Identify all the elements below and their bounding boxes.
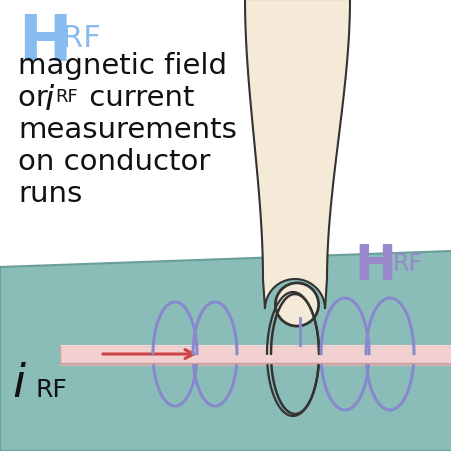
Text: $\mathit{i}$: $\mathit{i}$	[12, 361, 27, 406]
Text: $\mathit{i}$: $\mathit{i}$	[44, 84, 55, 117]
Text: runs: runs	[18, 179, 82, 207]
Text: magnetic field: magnetic field	[18, 52, 226, 80]
Text: measurements: measurements	[18, 116, 236, 144]
Text: $\mathbf{H}$: $\mathbf{H}$	[353, 241, 392, 290]
Text: RF: RF	[62, 24, 101, 53]
Polygon shape	[60, 345, 451, 363]
Polygon shape	[244, 0, 349, 309]
Text: on conductor: on conductor	[18, 147, 210, 175]
Polygon shape	[0, 252, 451, 451]
Polygon shape	[60, 346, 451, 366]
Text: or: or	[18, 84, 57, 112]
Text: $\mathbf{H}$: $\mathbf{H}$	[18, 12, 68, 74]
Text: RF: RF	[36, 377, 68, 401]
Circle shape	[275, 283, 318, 327]
Text: RF: RF	[55, 88, 78, 106]
Text: current: current	[80, 84, 194, 112]
Text: RF: RF	[392, 252, 422, 276]
